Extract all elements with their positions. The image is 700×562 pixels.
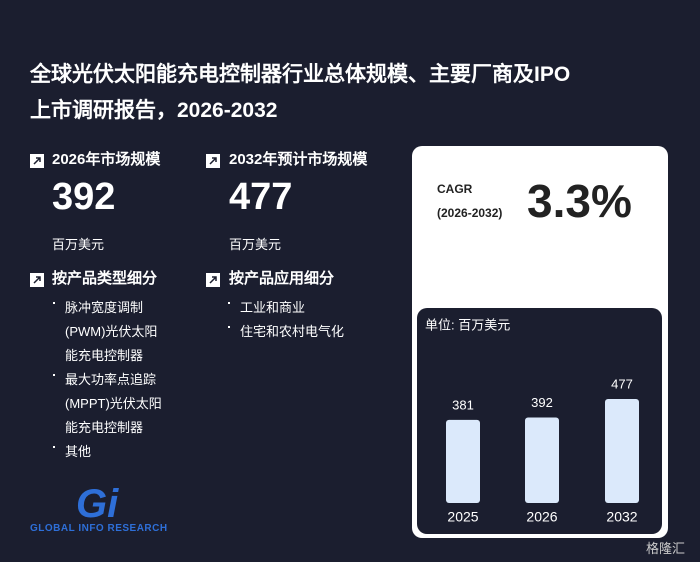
logo-mark: Gi <box>76 482 119 526</box>
stat-value: 392 <box>52 176 116 218</box>
source: 格隆汇 <box>646 541 686 556</box>
x-tick-label: 2032 <box>606 509 637 525</box>
stat-value: 477 <box>229 176 293 218</box>
stat-unit: 百万美元 <box>52 237 105 252</box>
icon <box>30 273 44 287</box>
segment-item: 其他 <box>53 440 165 464</box>
segment-list: 脉冲宽度调制(PWM)光伏太阳能充电控制器 最大功率点追踪(MPPT)光伏太阳能… <box>53 296 165 464</box>
value-label: 392 <box>531 395 553 410</box>
bar <box>605 399 639 503</box>
chart: 单位: 百万美元 381 2025 392 2026 477 2032 <box>425 317 639 525</box>
icon <box>206 154 220 168</box>
icon <box>206 273 220 287</box>
segment-item: 脉冲宽度调制(PWM)光伏太阳能充电控制器 <box>53 296 165 368</box>
stat-unit: 百万美元 <box>229 237 282 252</box>
logo-text: GLOBAL INFO RESEARCH <box>30 523 168 534</box>
segment-heading: 按产品应用细分 <box>229 270 335 287</box>
stat-label: 2032年预计市场规模 <box>229 151 368 168</box>
cagr-card: CAGR (2026-2032) 3.3% 单位: 百万美元 381 2025 39… <box>412 146 668 538</box>
bar <box>446 419 480 503</box>
icon <box>30 154 44 168</box>
title-line: 全球光伏太阳能充电控制器行业总体规模、主要厂商及IPO <box>30 63 571 86</box>
x-tick-label: 2025 <box>447 509 478 525</box>
cagr-period: (2026-2032) <box>437 206 503 220</box>
segment-list: 工业和商业 住宅和农村电气化 <box>228 296 388 344</box>
segment-item: 工业和商业 <box>228 296 388 320</box>
value-label: 477 <box>611 376 633 391</box>
value-label: 381 <box>452 397 474 412</box>
chart-panel: 单位: 百万美元 381 2025 392 2026 477 2032 <box>417 308 662 534</box>
stat-label: 2026年市场规模 <box>52 151 161 168</box>
segment-item: 住宅和农村电气化 <box>228 320 388 344</box>
segment-heading: 按产品类型细分 <box>52 270 158 287</box>
cagr-value: 3.3% <box>527 175 632 227</box>
title-line: 上市调研报告，2026-2032 <box>30 99 278 122</box>
bar <box>525 417 559 503</box>
x-tick-label: 2026 <box>526 509 557 525</box>
unit-label: 单位: 百万美元 <box>425 317 510 332</box>
segment-item: 最大功率点追踪(MPPT)光伏太阳能充电控制器 <box>53 368 165 440</box>
cagr-label: CAGR <box>437 182 473 196</box>
